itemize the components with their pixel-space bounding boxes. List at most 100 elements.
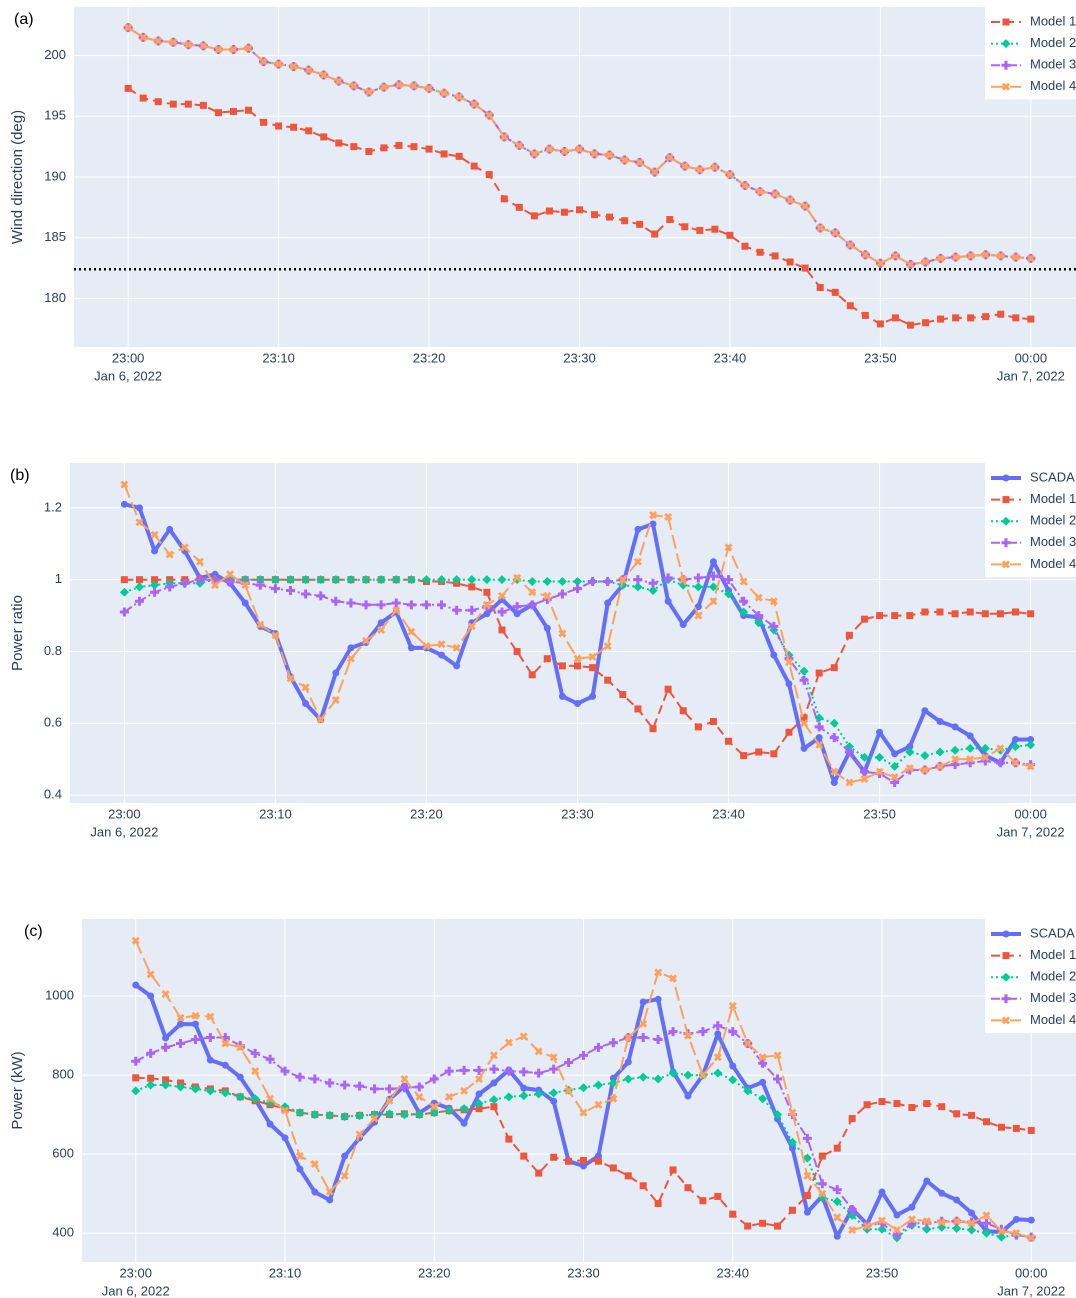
- point-marker: [295, 1072, 305, 1082]
- point-marker: [1011, 758, 1020, 767]
- point-marker: [603, 576, 613, 586]
- point-marker: [951, 723, 959, 731]
- point-marker: [549, 1088, 559, 1098]
- point-marker: [534, 1047, 543, 1056]
- point-marker: [800, 744, 808, 752]
- point-marker: [649, 725, 657, 733]
- point-marker: [134, 596, 144, 606]
- point-marker: [580, 1156, 587, 1164]
- point-marker: [1026, 762, 1035, 771]
- point-marker: [394, 80, 403, 89]
- point-marker: [161, 990, 170, 999]
- point-marker: [618, 575, 627, 584]
- point-marker: [936, 718, 944, 726]
- y-axis-title: Power (kW): [9, 1051, 26, 1129]
- point-marker: [907, 1215, 916, 1224]
- point-marker: [981, 753, 990, 762]
- point-marker: [520, 1084, 528, 1092]
- point-marker: [846, 302, 854, 310]
- point-marker: [459, 1104, 469, 1114]
- point-marker: [320, 133, 328, 141]
- point-marker: [951, 610, 959, 618]
- point-marker: [147, 1074, 155, 1082]
- point-marker: [818, 1189, 827, 1198]
- point-marker: [250, 1048, 260, 1058]
- point-marker: [788, 1144, 796, 1152]
- point-marker: [937, 1218, 946, 1227]
- legend-label: Model 4: [1030, 78, 1076, 93]
- point-marker: [878, 1188, 886, 1196]
- point-marker: [504, 1038, 513, 1047]
- y-tick-label: 800: [52, 1067, 74, 1082]
- point-marker: [878, 1098, 886, 1106]
- y-tick-label: 0.4: [44, 787, 62, 802]
- point-marker: [877, 1218, 887, 1228]
- point-marker: [684, 1092, 692, 1100]
- point-marker: [863, 1222, 872, 1231]
- y-tick-label: 1.2: [44, 499, 62, 514]
- point-marker: [410, 81, 419, 90]
- point-marker: [634, 705, 642, 713]
- point-marker: [120, 576, 128, 584]
- point-marker: [400, 1075, 409, 1084]
- point-marker: [740, 752, 748, 760]
- point-marker: [334, 77, 343, 86]
- point-marker: [119, 587, 129, 597]
- point-marker: [714, 1030, 722, 1038]
- point-marker: [603, 642, 612, 651]
- point-marker: [664, 512, 673, 521]
- point-marker: [1011, 253, 1020, 262]
- point-marker: [770, 750, 778, 758]
- point-marker: [786, 258, 794, 266]
- point-marker: [861, 250, 870, 259]
- x-tick-label: 23:20: [413, 350, 446, 365]
- point-marker: [489, 1051, 498, 1060]
- point-marker: [331, 575, 341, 585]
- point-marker: [340, 1171, 349, 1180]
- point-marker: [950, 760, 960, 770]
- point-marker: [890, 778, 900, 788]
- point-marker: [1027, 315, 1035, 323]
- point-marker: [206, 1056, 214, 1064]
- x-tick-label: 23:40: [716, 1265, 749, 1280]
- point-marker: [425, 84, 434, 93]
- point-marker: [475, 1090, 483, 1098]
- point-marker: [519, 1091, 529, 1101]
- point-marker: [590, 149, 599, 158]
- point-marker: [739, 596, 749, 606]
- point-marker: [1026, 254, 1035, 263]
- point-marker: [846, 241, 855, 249]
- y-tick-label: 600: [52, 1146, 74, 1161]
- point-marker: [485, 171, 493, 179]
- point-marker: [310, 1160, 319, 1168]
- x-tick-label: 23:00: [119, 1265, 152, 1280]
- point-marker: [609, 1094, 618, 1103]
- point-marker: [724, 575, 734, 585]
- point-marker: [467, 605, 477, 615]
- point-marker: [316, 715, 325, 724]
- point-marker: [445, 1092, 454, 1101]
- point-marker: [135, 504, 143, 512]
- point-marker: [557, 576, 567, 586]
- point-marker: [543, 624, 551, 632]
- point-marker: [430, 1102, 439, 1111]
- point-marker: [594, 1157, 602, 1165]
- point-marker: [190, 1035, 200, 1045]
- point-marker: [893, 1100, 901, 1108]
- point-marker: [498, 626, 506, 634]
- point-marker: [542, 576, 552, 586]
- point-marker: [921, 258, 930, 266]
- legend-marker: [1002, 930, 1010, 938]
- point-marker: [876, 259, 885, 268]
- point-marker: [497, 607, 507, 617]
- point-marker: [967, 1219, 976, 1228]
- point-marker: [483, 610, 491, 618]
- point-marker: [341, 1152, 349, 1160]
- point-marker: [833, 1232, 841, 1240]
- point-marker: [304, 66, 313, 75]
- point-marker: [1027, 1126, 1035, 1134]
- point-marker: [905, 747, 915, 757]
- point-marker: [124, 23, 133, 32]
- point-marker: [244, 44, 253, 53]
- point-marker: [467, 575, 477, 585]
